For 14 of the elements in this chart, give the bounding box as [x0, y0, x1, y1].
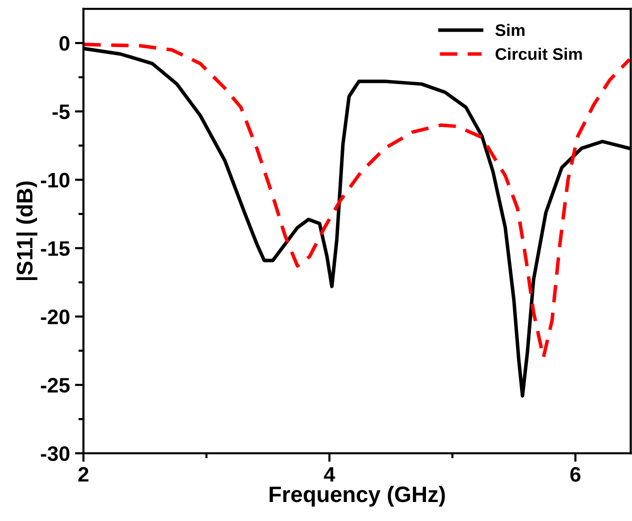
x-tick-label: 4: [324, 467, 336, 482]
y-tick-label: -10: [40, 172, 70, 188]
legend-label: Sim: [495, 24, 524, 36]
x-tick-label: 6: [570, 467, 580, 482]
x-axis-title: Frequency (GHz): [270, 486, 445, 507]
y-tick-label: -30: [40, 446, 70, 462]
legend-label: Circuit Sim: [496, 48, 582, 60]
y-tick-label: -5: [52, 104, 70, 120]
y-tick-label: 0: [59, 36, 70, 51]
y-tick-label: -25: [40, 378, 70, 393]
y-tick-label: -20: [40, 310, 70, 324]
y-tick-label: -15: [40, 241, 70, 256]
y-axis-title: |S11| (dB): [16, 181, 38, 280]
x-tick-label: 2: [78, 467, 88, 482]
